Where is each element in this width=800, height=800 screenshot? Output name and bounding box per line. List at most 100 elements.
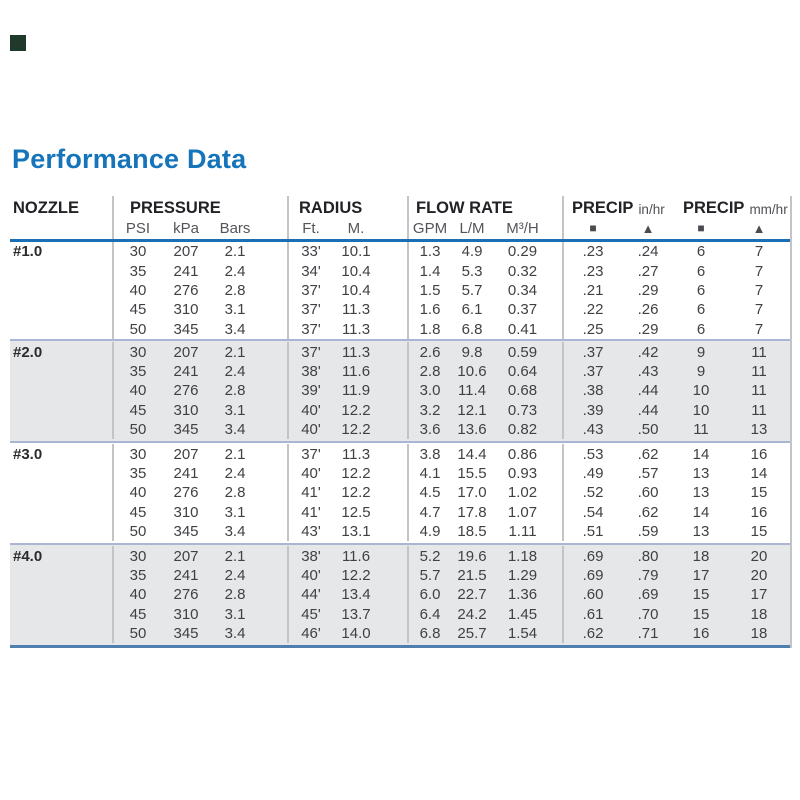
sub-header-psi: PSI (112, 217, 162, 239)
cell-gpm: 6.4 (407, 604, 451, 624)
cell-kpa: 276 (173, 586, 199, 604)
cell-radius-ft: 41' (287, 502, 333, 522)
nozzle-spacer (10, 401, 112, 420)
cell-lm: 10.6 (457, 363, 487, 381)
cell-radius-m: 11.3 (341, 301, 371, 319)
cell-kpa: 207 (173, 243, 199, 261)
cell-psi: 45 (112, 400, 162, 421)
cell-precip-mm-sq: 10 (692, 401, 710, 419)
cell-radius-m: 11.9 (341, 382, 371, 400)
table-header: NOZZLE PRESSURE RADIUS FLOW RATE PRECIP in/hr… (10, 196, 790, 242)
cell-m3h: 0.34 (507, 281, 538, 299)
cell-precip-mm-tri: 15 (750, 523, 768, 541)
cell-precip-in-tri: .29 (637, 281, 659, 299)
cell-lm: 6.1 (461, 301, 483, 319)
cell-bars: 2.1 (224, 343, 246, 361)
cell-radius-ft: 44' (287, 585, 333, 605)
cell-precip-mm-tri: 20 (750, 566, 768, 584)
cell-precip-in-sq: .23 (562, 242, 622, 262)
cell-precip-in-tri: .29 (637, 320, 659, 338)
cell-precip-in-tri: .43 (637, 363, 659, 381)
nozzle-spacer (10, 483, 112, 502)
cell-precip-in-tri: .60 (637, 484, 659, 502)
cell-radius-m: 11.3 (341, 445, 371, 463)
nozzle-spacer (10, 585, 112, 604)
cell-precip-in-sq: .23 (562, 261, 622, 281)
cell-kpa: 241 (173, 363, 199, 381)
cell-precip-in-sq: .61 (562, 604, 622, 624)
cell-radius-m: 11.3 (341, 343, 371, 361)
cell-radius-m: 11.3 (341, 320, 371, 338)
cell-precip-in-tri: .59 (637, 523, 659, 541)
cell-precip-mm-tri: 16 (750, 503, 768, 521)
square-icon: ■ (562, 217, 622, 239)
cell-gpm: 4.7 (407, 502, 451, 522)
cell-precip-in-sq: .37 (562, 342, 622, 362)
cell-kpa: 310 (173, 401, 199, 419)
cell-radius-ft: 43' (287, 521, 333, 542)
cell-bars: 2.1 (224, 547, 246, 565)
cell-psi: 40 (112, 381, 162, 401)
cell-radius-m: 12.2 (341, 464, 371, 482)
nozzle-spacer (10, 261, 112, 280)
cell-radius-m: 12.2 (341, 421, 371, 439)
cell-precip-mm-tri: 16 (750, 445, 768, 463)
cell-lm: 15.5 (457, 464, 487, 482)
nozzle-group-1.0: #1.0 30 207 2.1 33' 10.1 1.3 4.9 0.29 .23 .24 6 7 35 2… (10, 242, 790, 339)
cell-precip-in-sq: .54 (562, 502, 622, 522)
cell-precip-mm-sq: 6 (696, 262, 706, 280)
cell-radius-ft: 40' (287, 463, 333, 484)
cell-gpm: 3.2 (407, 400, 451, 421)
cell-precip-in-sq: .22 (562, 300, 622, 320)
cell-lm: 5.3 (461, 262, 483, 280)
cell-radius-ft: 45' (287, 604, 333, 624)
cell-precip-mm-sq: 11 (693, 421, 709, 439)
cell-precip-in-tri: .62 (637, 445, 659, 463)
cell-precip-in-tri: .71 (637, 625, 659, 643)
cell-lm: 17.8 (457, 503, 487, 521)
cell-radius-m: 10.4 (341, 281, 371, 299)
cell-kpa: 345 (173, 625, 199, 643)
nozzle-label: #3.0 (13, 445, 43, 463)
page-title: Performance Data (12, 144, 247, 174)
cell-psi: 50 (112, 319, 162, 339)
cell-psi: 40 (112, 585, 162, 605)
cell-kpa: 345 (173, 421, 199, 439)
cell-radius-m: 13.4 (341, 586, 371, 604)
corner-mark-icon (10, 35, 26, 51)
cell-precip-mm-sq: 15 (692, 605, 710, 623)
cell-radius-ft: 37' (287, 342, 333, 362)
cell-radius-m: 12.5 (341, 503, 371, 521)
cell-radius-m: 13.1 (341, 523, 371, 541)
cell-gpm: 3.8 (407, 444, 451, 464)
cell-precip-in-sq: .43 (562, 420, 622, 440)
cell-precip-in-sq: .49 (562, 463, 622, 484)
cell-psi: 30 (112, 342, 162, 362)
cell-precip-mm-sq: 9 (696, 363, 706, 381)
cell-bars: 3.4 (224, 320, 246, 338)
cell-bars: 2.4 (224, 566, 246, 584)
cell-precip-in-tri: .62 (637, 503, 659, 521)
cell-gpm: 4.5 (407, 483, 451, 503)
cell-psi: 35 (112, 261, 162, 281)
cell-psi: 30 (112, 444, 162, 464)
nozzle-label: #1.0 (13, 243, 43, 261)
cell-radius-m: 11.6 (341, 547, 371, 565)
performance-table: NOZZLE PRESSURE RADIUS FLOW RATE PRECIP in/hr… (10, 196, 792, 648)
cell-psi: 45 (112, 502, 162, 522)
cell-m3h: 0.73 (507, 401, 538, 419)
cell-gpm: 1.4 (407, 261, 451, 281)
sub-header-bars: Bars (219, 219, 251, 237)
cell-lm: 9.8 (461, 343, 483, 361)
column-group-label: PRECIP (683, 199, 745, 217)
cell-bars: 2.8 (224, 382, 246, 400)
sub-header-radius-ft: Ft. (287, 217, 333, 239)
cell-radius-ft: 37' (287, 300, 333, 320)
cell-kpa: 276 (173, 484, 199, 502)
cell-precip-in-tri: .24 (637, 243, 659, 261)
cell-kpa: 276 (173, 382, 199, 400)
cell-precip-mm-sq: 15 (692, 586, 710, 604)
cell-m3h: 0.41 (507, 320, 538, 338)
sub-header-lm: L/M (459, 219, 485, 237)
cell-radius-m: 11.6 (341, 363, 371, 381)
